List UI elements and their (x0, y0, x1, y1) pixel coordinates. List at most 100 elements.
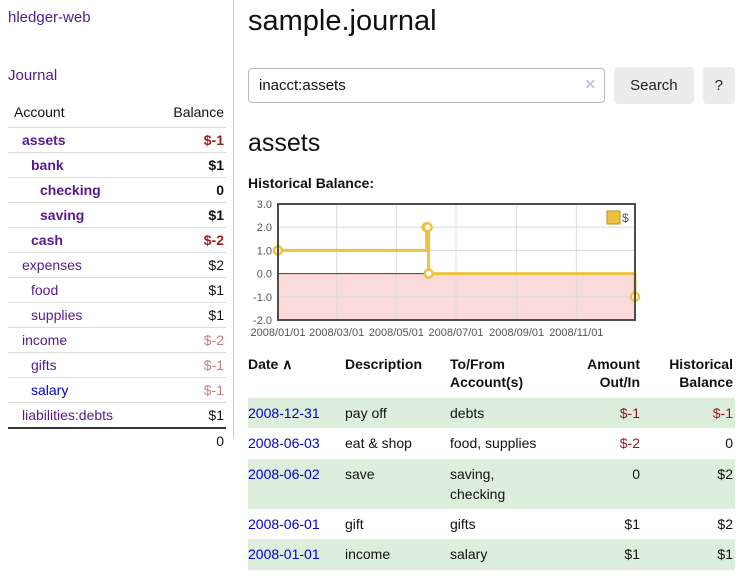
transaction-date-link[interactable]: 2008-12-31 (248, 405, 320, 421)
balance-column-header: Balance (173, 104, 224, 120)
account-cell: checking (8, 178, 148, 203)
account-table-header: Account Balance (8, 100, 226, 128)
description-cell: gift (345, 516, 364, 533)
transaction-date-link[interactable]: 2008-06-01 (248, 516, 320, 533)
description-cell: pay off (345, 405, 387, 421)
account-row: gifts $-1 (8, 352, 226, 378)
y-tick-label: 0.0 (257, 269, 272, 281)
date-cell: 2008-12-31 (248, 398, 345, 428)
account-link[interactable]: checking (40, 182, 101, 198)
search-button[interactable]: Search (614, 67, 694, 104)
balance-cell: $1 (717, 546, 733, 563)
account-cell: cash (8, 228, 148, 253)
account-link[interactable]: supplies (31, 307, 83, 323)
account-link[interactable]: salary (31, 382, 69, 398)
balance-cell: $2 (717, 465, 733, 482)
account-column-header: Account (14, 104, 65, 120)
y-tick-label: 3.0 (257, 199, 272, 211)
date-cell: 2008-06-02 (248, 459, 345, 510)
y-tick-label: 1.0 (257, 245, 272, 257)
account-balance: $-1 (203, 132, 224, 148)
account-balance: $1 (208, 282, 224, 298)
account-balance: $-1 (203, 357, 224, 373)
transaction-date-link[interactable]: 2008-06-03 (248, 435, 320, 452)
accounts-cell: salary (450, 546, 488, 563)
account-link[interactable]: expenses (22, 257, 82, 273)
clear-search-icon[interactable]: ✕ (584, 76, 597, 92)
x-tick-label: 2008/01/01 (250, 327, 305, 339)
description-cell: eat & shop (345, 435, 412, 452)
y-tick-label: -2.0 (253, 315, 272, 327)
date-cell: 2008-06-03 (248, 428, 345, 458)
account-link[interactable]: gifts (31, 357, 57, 373)
account-balance: 0 (216, 182, 224, 198)
sidebar: hledger-web Journal Account Balance asse… (0, 0, 234, 449)
account-balance: $-2 (203, 232, 224, 248)
plot-border (277, 203, 636, 321)
legend-label: $ (622, 211, 629, 225)
balance-column-header-register: Historical Balance (669, 356, 733, 390)
account-row: saving $1 (8, 202, 226, 228)
account-cell: assets (8, 128, 148, 153)
register-header-row: Date ∧ Description To/From Account(s) Am… (248, 354, 735, 398)
amount-column-header: Amount Out/In (587, 356, 640, 390)
balance-cell: $2 (717, 516, 733, 533)
account-balance: $-1 (203, 382, 224, 398)
accounts-cell: food, supplies (450, 435, 537, 452)
account-link[interactable]: food (31, 282, 59, 298)
transaction-date-link[interactable]: 2008-01-01 (248, 546, 320, 563)
account-cell: liabilities:debts (8, 403, 148, 429)
account-link[interactable]: liabilities:debts (22, 407, 114, 423)
account-link[interactable]: bank (31, 157, 64, 173)
data-point-marker (423, 268, 434, 279)
register-table-body: 2008-12-31 pay off debts $-1 $-1 2008-06-03 ea… (248, 398, 735, 570)
x-tick-label: 2008/11/01 (549, 327, 603, 339)
account-balance: $1 (208, 307, 224, 323)
register-row: 2008-06-03 eat & shop food, supplies $-2 0 (248, 428, 735, 458)
account-total-spacer (8, 428, 148, 453)
account-row: cash $-2 (8, 227, 226, 253)
y-tick-label: 2.0 (257, 222, 272, 234)
search-input[interactable] (248, 68, 606, 103)
account-link[interactable]: assets (22, 132, 66, 148)
register-row: 2008-06-01 gift gifts $1 $2 (248, 509, 735, 539)
account-balance: $2 (208, 257, 224, 273)
account-row: checking 0 (8, 177, 226, 203)
account-link[interactable]: income (22, 332, 68, 348)
transaction-date-link[interactable]: 2008-06-02 (248, 465, 320, 482)
balance-cell: 0 (725, 435, 733, 452)
account-tree-table: Account Balance assets $-1 bank $1 checking 0… (8, 100, 226, 453)
register-row: 2008-01-01 income salary $1 $1 (248, 539, 735, 570)
x-tick-label: 2008/07/01 (428, 327, 483, 339)
register-table: Date ∧ Description To/From Account(s) Am… (248, 354, 735, 570)
register-row: 2008-12-31 pay off debts $-1 $-1 (248, 398, 735, 429)
help-button[interactable]: ? (702, 67, 735, 104)
main-content: sample.journal ✕ Search ? assets Histori… (248, 0, 735, 570)
app-title-link[interactable]: hledger-web (8, 9, 91, 26)
amount-cell: $-1 (619, 405, 640, 421)
account-cell: income (8, 328, 148, 353)
account-cell: supplies (8, 303, 148, 328)
register-row: 2008-06-02 save saving, checking 0 $2 (248, 458, 735, 510)
account-balance: $1 (208, 157, 224, 173)
amount-cell: 0 (632, 465, 640, 482)
legend-swatch (606, 210, 621, 225)
account-cell: bank (8, 153, 148, 178)
account-row: assets $-1 (8, 127, 226, 153)
x-tick-label: 2008/03/01 (309, 327, 364, 339)
search-box: ✕ (248, 68, 606, 103)
date-cell: 2008-01-01 (248, 539, 345, 569)
account-heading: assets (248, 129, 321, 157)
account-row: salary $-1 (8, 377, 226, 403)
balance-cell: $-1 (712, 405, 733, 421)
date-cell: 2008-06-01 (248, 509, 345, 539)
sidebar-item-journal[interactable]: Journal (8, 67, 58, 84)
account-balance: $1 (208, 407, 224, 423)
date-column-header[interactable]: Date ∧ (248, 354, 345, 398)
account-cell: salary (8, 378, 148, 403)
account-balance: $1 (208, 207, 224, 223)
account-link[interactable]: saving (40, 207, 85, 223)
accounts-cell: gifts (450, 516, 476, 533)
account-link[interactable]: cash (31, 232, 63, 248)
